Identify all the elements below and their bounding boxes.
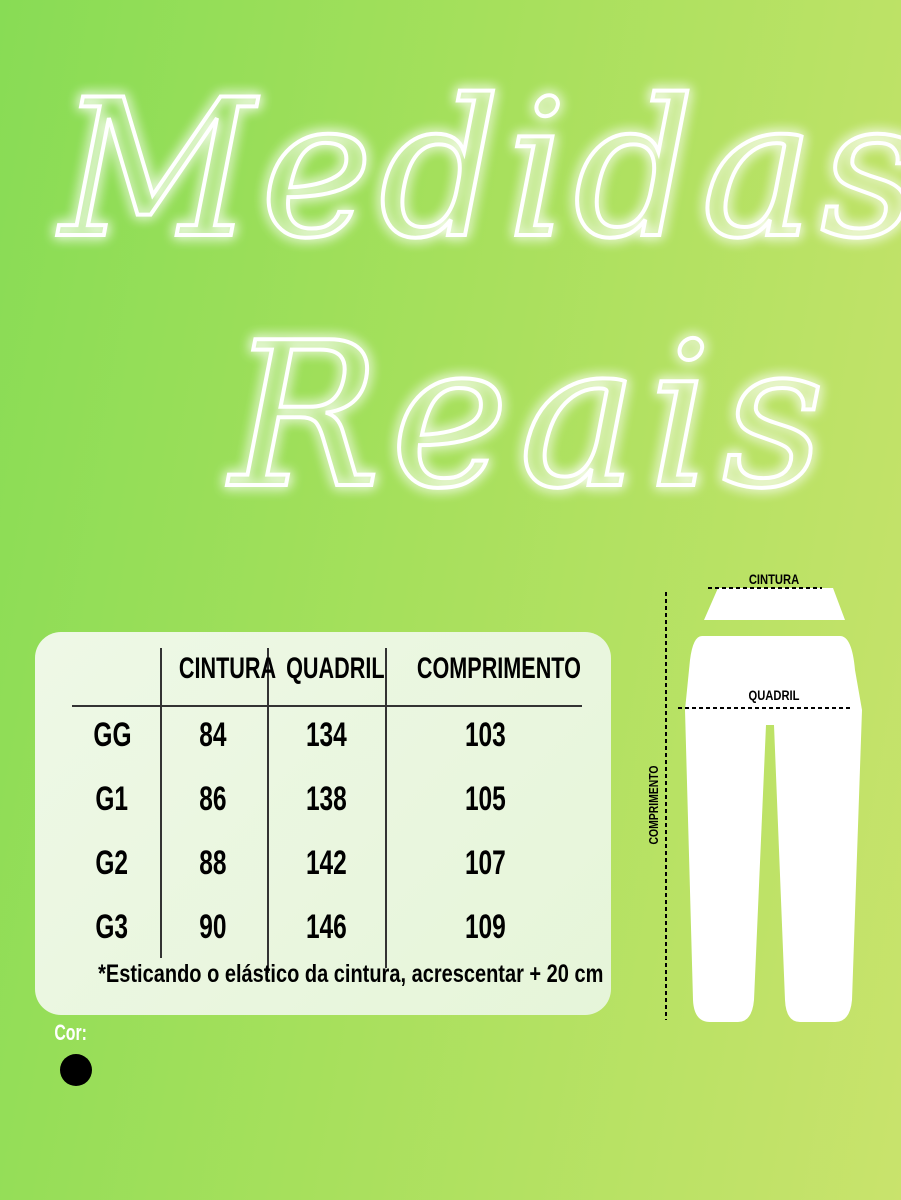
color-label: Cor: (54, 1020, 87, 1045)
cell-comprimento: 107 (464, 844, 506, 882)
title-line-2: Reais (226, 300, 835, 533)
cell-cintura: 86 (199, 780, 227, 818)
cell-quadril: 138 (305, 780, 347, 818)
color-swatch-black[interactable] (60, 1054, 92, 1086)
cell-comprimento: 105 (464, 780, 506, 818)
divider (160, 648, 162, 958)
cell-quadril: 142 (305, 844, 347, 882)
header-cintura: CINTURA (178, 652, 277, 685)
pants-diagram: CINTURA QUADRIL COMPRIMENTO (647, 572, 862, 1022)
cell-cintura: 90 (199, 908, 227, 946)
size-label: GG (92, 716, 132, 754)
waistband-shape (704, 588, 845, 620)
header-quadril: QUADRIL (286, 652, 385, 685)
size-label: G2 (95, 844, 129, 882)
header-divider (72, 705, 582, 707)
title-line-1: Medidas (57, 59, 901, 280)
size-label: G1 (95, 780, 129, 818)
cell-cintura: 84 (199, 716, 227, 754)
cell-quadril: 146 (305, 908, 347, 946)
cell-quadril: 134 (305, 716, 347, 754)
size-table (35, 632, 611, 1015)
size-label: G3 (95, 908, 129, 946)
neon-title: Medidas Reais (55, 57, 901, 535)
cintura-label: CINTURA (749, 572, 799, 587)
cell-comprimento: 103 (464, 716, 506, 754)
cell-cintura: 88 (199, 844, 227, 882)
table-note: *Esticando o elástico da cintura, acresc… (98, 960, 604, 988)
comprimento-label: COMPRIMENTO (647, 766, 661, 845)
header-comprimento: COMPRIMENTO (416, 652, 581, 685)
divider (267, 648, 269, 973)
divider (385, 648, 387, 968)
quadril-label: QUADRIL (749, 688, 800, 703)
cell-comprimento: 109 (464, 908, 506, 946)
pants-shape (685, 636, 862, 1022)
